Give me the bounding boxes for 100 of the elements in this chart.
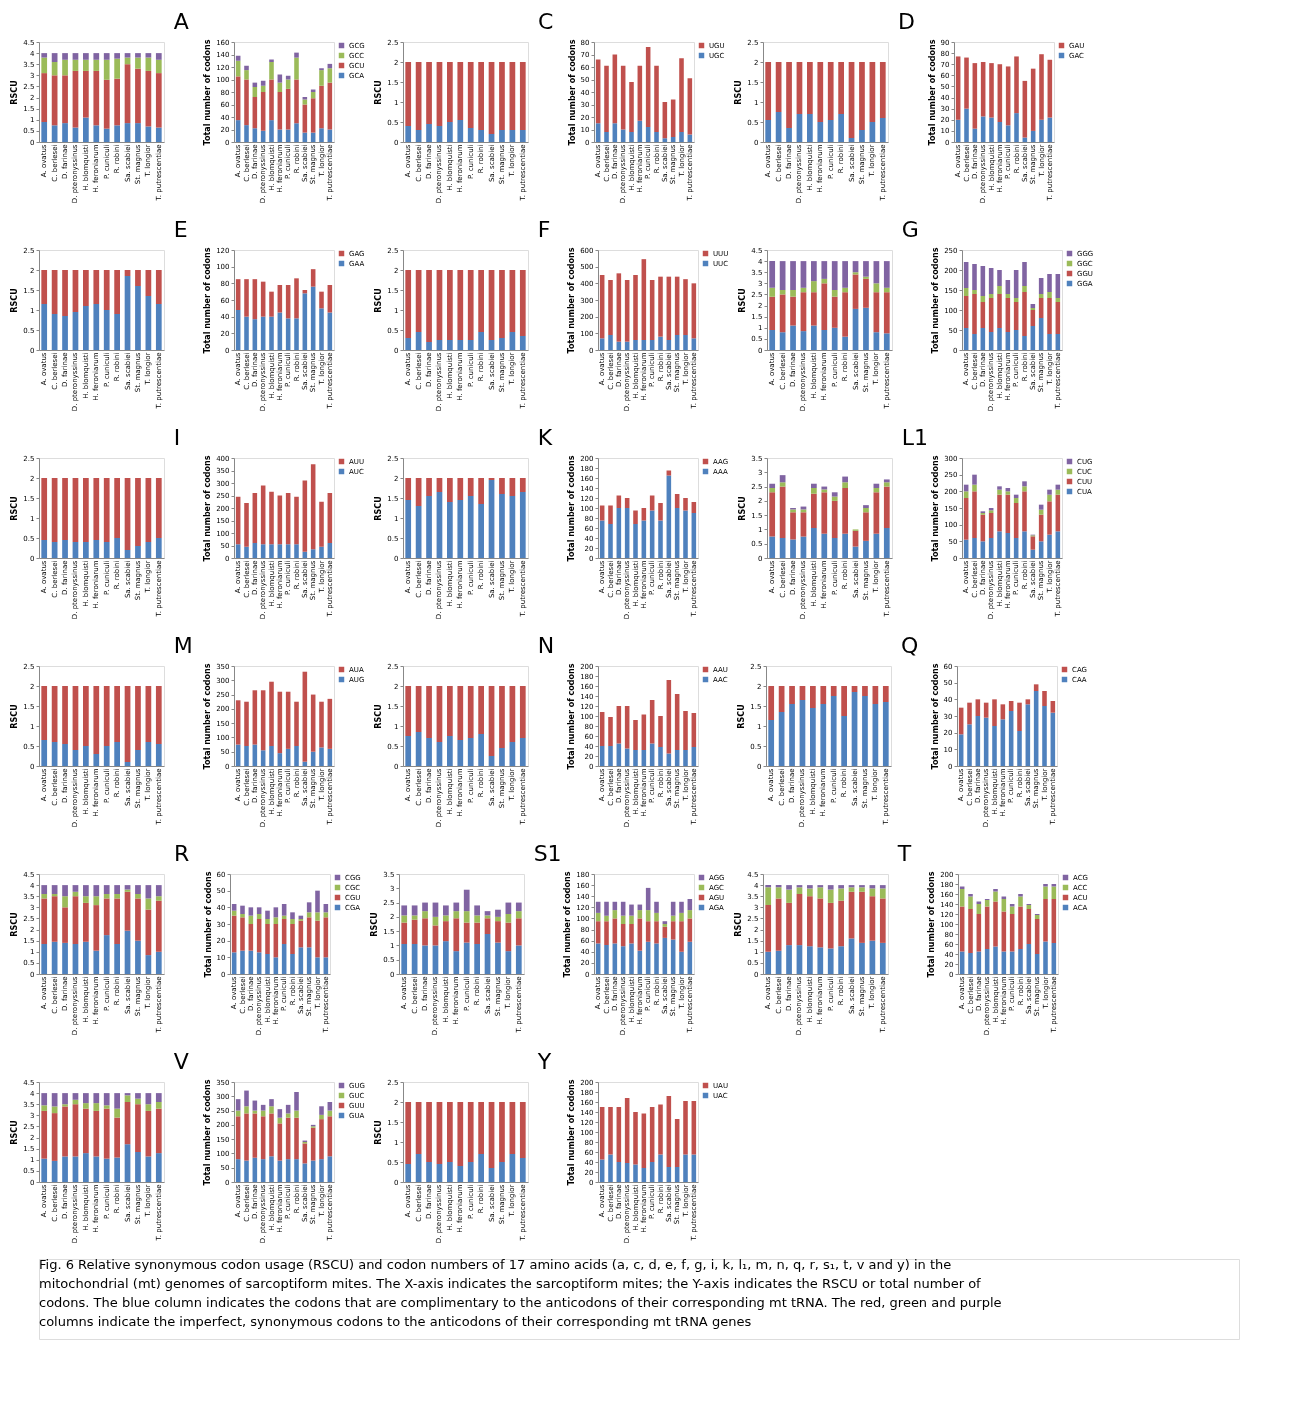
bar (1014, 113, 1019, 142)
bar (93, 70, 100, 126)
bar (114, 538, 120, 558)
bar (145, 126, 152, 142)
bar (124, 1095, 131, 1102)
bar (135, 1104, 141, 1152)
bar (41, 304, 48, 350)
bar (93, 270, 100, 304)
bar (269, 491, 274, 545)
bar (604, 901, 609, 916)
bar (1047, 298, 1052, 334)
bar (62, 1106, 68, 1157)
bar (155, 1153, 162, 1182)
bar (1047, 274, 1052, 292)
bar (447, 502, 453, 558)
bar (478, 332, 484, 350)
bar (319, 128, 324, 142)
bar (683, 279, 688, 335)
bar (62, 316, 68, 350)
bar (453, 951, 460, 974)
bar (1022, 486, 1027, 492)
bar (821, 330, 828, 350)
bar (467, 686, 474, 738)
bar (608, 717, 613, 746)
bar (447, 270, 453, 340)
bar (240, 917, 245, 951)
bar (1017, 731, 1022, 766)
bar (463, 942, 470, 974)
bar (155, 59, 162, 74)
y-axis-title: RSCU (374, 704, 384, 729)
bar (1043, 884, 1048, 887)
bar (964, 57, 969, 109)
bar (93, 1093, 100, 1104)
bar (273, 917, 279, 924)
bar (467, 738, 474, 766)
y-axis-title: RSCU (374, 496, 384, 521)
bar (294, 1117, 299, 1160)
bar (72, 53, 79, 60)
bar (827, 902, 834, 949)
y-axis-title: Total number of codons (563, 871, 573, 978)
bar (41, 686, 48, 740)
bar (41, 57, 48, 74)
bar (604, 132, 609, 142)
bar (145, 53, 152, 58)
bar (269, 316, 274, 350)
bar (478, 504, 484, 558)
bar (769, 492, 776, 537)
bar (103, 894, 110, 899)
bar (769, 330, 776, 350)
bar (662, 138, 668, 142)
bar (811, 281, 817, 293)
y-axis-title: RSCU (10, 288, 20, 313)
bar (863, 512, 869, 541)
bar (842, 336, 848, 350)
bar (499, 1162, 505, 1182)
bar (83, 1108, 89, 1154)
bar (457, 1102, 464, 1166)
bar (294, 1092, 299, 1111)
bar (827, 889, 834, 903)
y-axis-title: Total number of codons (567, 39, 577, 146)
bar (519, 130, 526, 142)
bar (135, 1152, 141, 1182)
bar (426, 124, 432, 142)
bar (135, 750, 141, 766)
bar (93, 125, 100, 142)
bar (769, 488, 776, 493)
y-axis-title: Total number of codons (203, 1079, 213, 1186)
bar (811, 261, 817, 282)
bar (83, 896, 89, 903)
bar (103, 746, 110, 766)
bar (629, 924, 634, 944)
bar (114, 742, 120, 766)
bar (968, 909, 973, 953)
bar (319, 747, 324, 766)
bar (883, 292, 890, 334)
bar (1051, 884, 1057, 887)
bar (93, 540, 100, 558)
bar (827, 948, 834, 974)
bar (683, 510, 688, 558)
bar (478, 1102, 484, 1154)
bar (679, 912, 684, 922)
bar (41, 53, 48, 58)
bar (604, 915, 609, 922)
y-axis-title: Total number of codons (567, 663, 577, 770)
chart-title: K (537, 425, 553, 450)
bar (499, 1102, 505, 1162)
bar (474, 905, 480, 916)
bar (114, 898, 120, 944)
bar (244, 279, 249, 317)
bar (83, 885, 89, 897)
bar (260, 1104, 266, 1111)
bar (103, 885, 110, 894)
bar (294, 52, 299, 58)
bar (83, 59, 89, 71)
bar (294, 79, 299, 124)
bar (155, 744, 162, 766)
bar (765, 62, 772, 120)
bar (842, 488, 848, 534)
bar (768, 720, 775, 766)
y-axis-title: Total number of codons (930, 663, 940, 770)
